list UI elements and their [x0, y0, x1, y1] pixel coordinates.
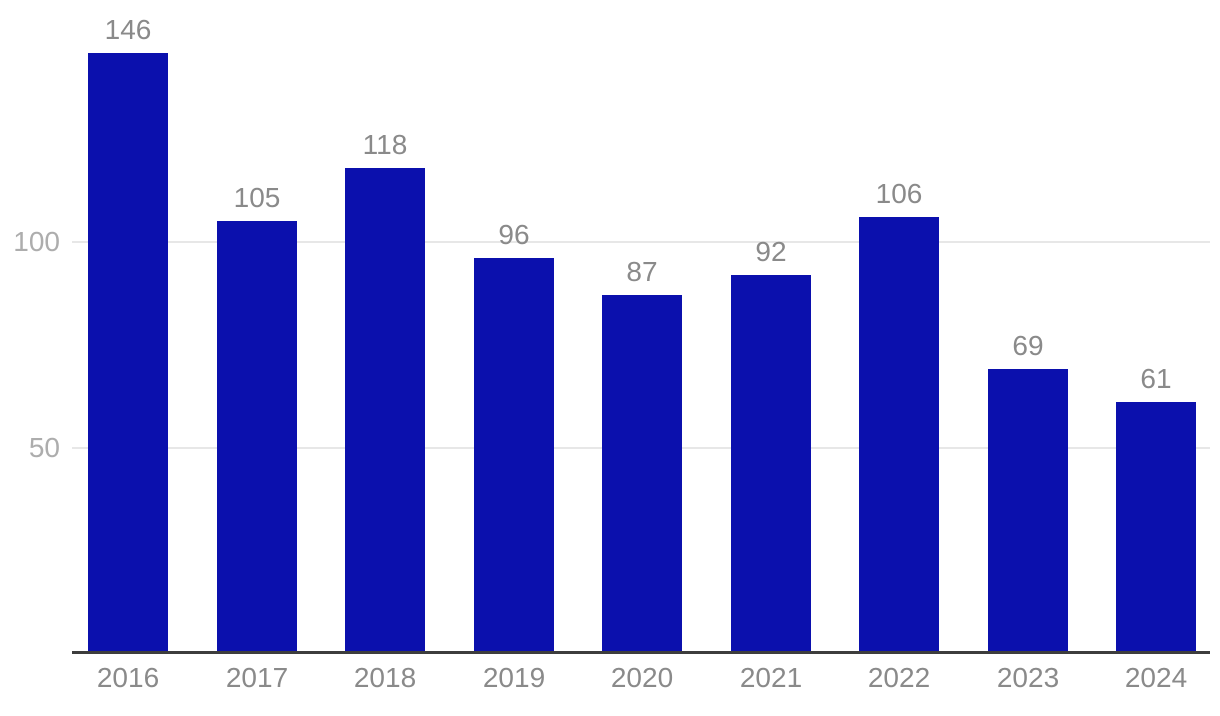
- bar: [731, 275, 811, 653]
- y-axis-tick-label: 100: [13, 226, 60, 257]
- x-axis-tick-label: 2021: [739, 662, 803, 693]
- bar: [988, 369, 1068, 653]
- y-gridline: [72, 241, 1210, 243]
- bar: [217, 221, 297, 653]
- bar: [1116, 402, 1196, 653]
- x-axis-tick-label: 2020: [610, 662, 674, 693]
- bar-value-label: 92: [755, 236, 787, 267]
- bar: [345, 168, 425, 653]
- x-axis-tick-label: 2018: [353, 662, 417, 693]
- bar-value-label: 146: [104, 14, 152, 45]
- bar-value-label: 96: [498, 219, 530, 250]
- x-axis-tick-label: 2022: [867, 662, 931, 693]
- x-axis-line: [72, 651, 1210, 654]
- x-axis-tick-label: 2023: [996, 662, 1060, 693]
- x-axis-tick-label: 2024: [1124, 662, 1188, 693]
- bar-value-label: 118: [362, 129, 408, 160]
- x-axis-tick-label: 2019: [482, 662, 546, 693]
- x-axis-tick-label: 2017: [225, 662, 289, 693]
- bar-value-label: 87: [626, 256, 658, 287]
- x-axis-tick-label: 2016: [96, 662, 160, 693]
- bar-value-label: 105: [233, 182, 281, 213]
- bar: [88, 53, 168, 653]
- bar-value-label: 61: [1140, 363, 1172, 394]
- bar: [859, 217, 939, 653]
- bar-value-label: 69: [1012, 330, 1044, 361]
- y-axis-tick-label: 50: [28, 432, 60, 463]
- bar: [474, 258, 554, 653]
- bar: [602, 295, 682, 653]
- bar-value-label: 106: [875, 178, 923, 209]
